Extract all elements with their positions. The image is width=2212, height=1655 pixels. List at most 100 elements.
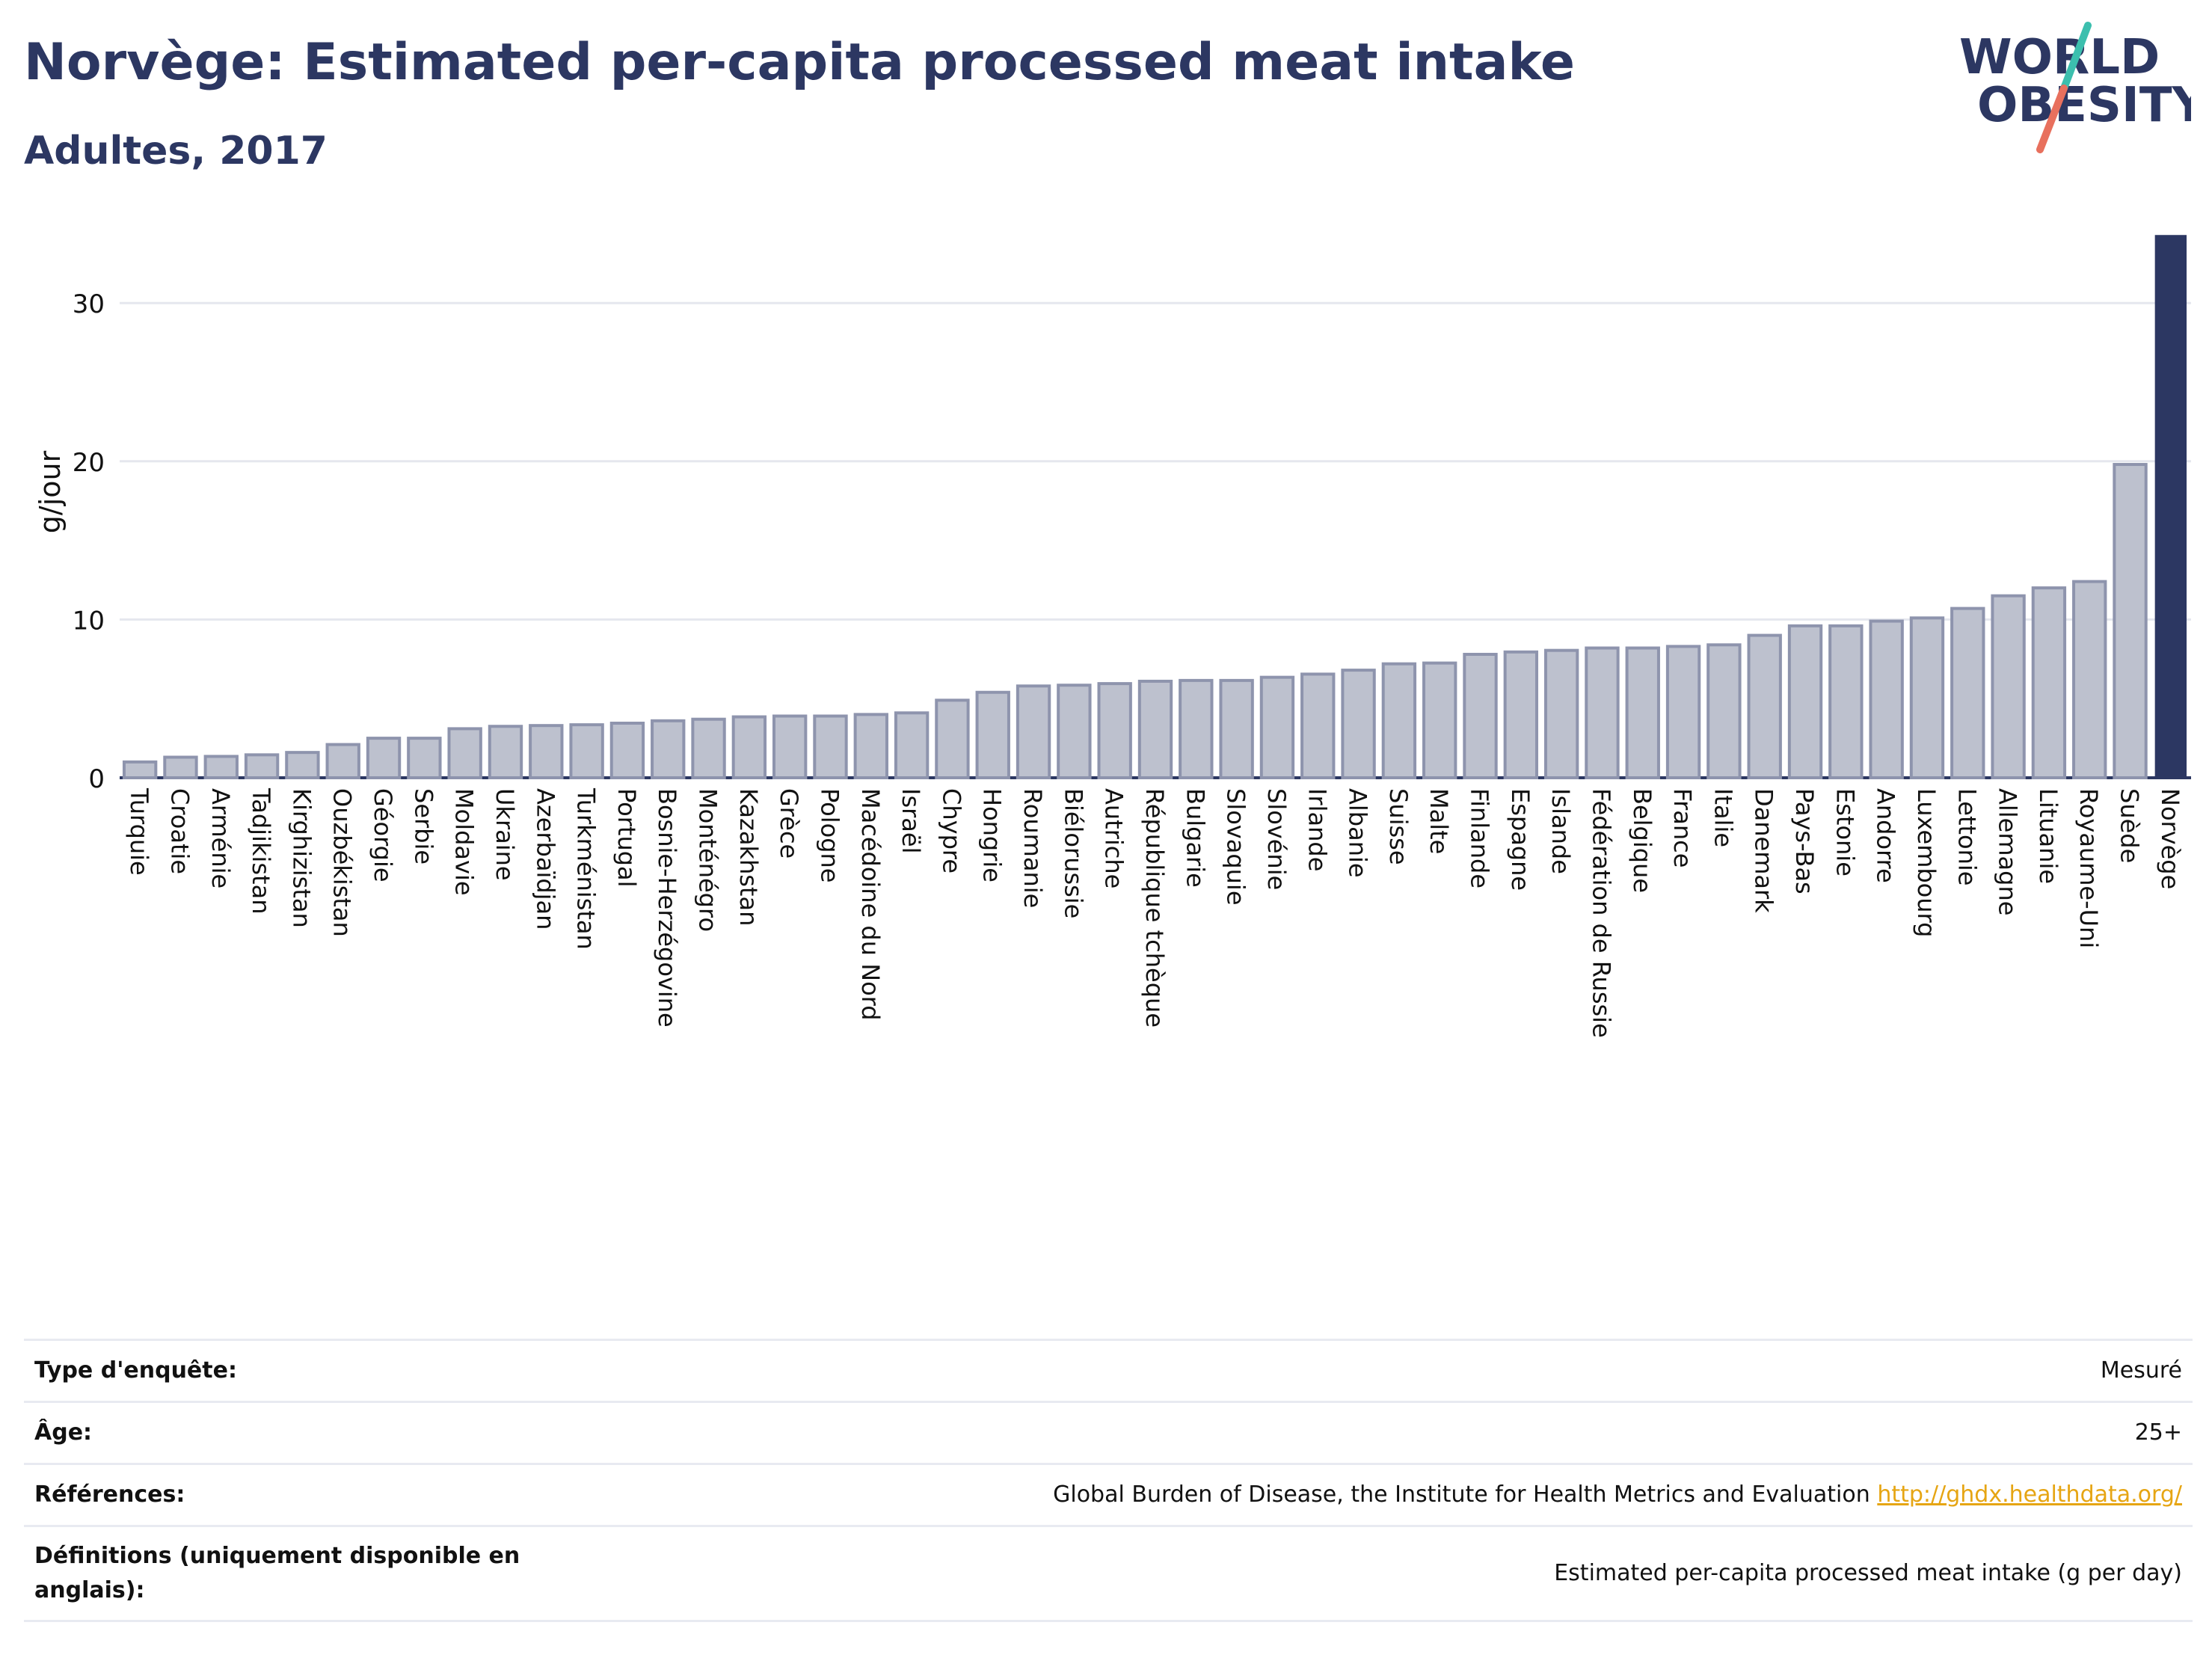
x-tick-label: Finlande	[1466, 788, 1494, 888]
bar[interactable]	[1097, 682, 1132, 779]
bar[interactable]	[853, 713, 888, 779]
y-tick-label: 30	[73, 289, 105, 319]
x-tick-label: Pays-Bas	[1790, 788, 1819, 894]
x-tick-label: Norvège	[2156, 788, 2184, 889]
x-tick-label: Irlande	[1303, 788, 1331, 871]
bar[interactable]	[1503, 650, 1539, 779]
x-tick-label: Tadjikistan	[247, 787, 275, 914]
x-tick-label: Italie	[1709, 788, 1737, 847]
bar[interactable]	[813, 714, 848, 780]
x-tick-label: Moldavie	[450, 788, 479, 896]
bar[interactable]	[366, 737, 402, 779]
meta-row-survey-type: Type d'enquête: Mesuré	[24, 1339, 2193, 1403]
bar[interactable]	[1950, 607, 1985, 779]
meta-row-references: Références: Global Burden of Disease, th…	[24, 1463, 2193, 1527]
bar[interactable]	[1179, 678, 1214, 779]
x-tick-label: Géorgie	[369, 788, 397, 882]
bar[interactable]	[731, 715, 767, 780]
bar[interactable]	[1787, 624, 1823, 779]
bar[interactable]	[2113, 463, 2148, 779]
bar[interactable]	[1625, 646, 1660, 779]
bar[interactable]	[529, 724, 564, 779]
x-tick-labels: Turquie Croatie Arménie Tadjikistan Kirghizi…	[125, 787, 2184, 1038]
x-tick-label: Turkménistan	[572, 787, 600, 950]
x-tick-label: Chypre	[937, 788, 965, 873]
bar[interactable]	[1706, 643, 1742, 779]
x-tick-label: Ukraine	[491, 788, 519, 881]
meta-row-age: Âge: 25+	[24, 1401, 2193, 1465]
bar[interactable]	[1300, 672, 1336, 780]
bar[interactable]	[569, 723, 604, 780]
bar[interactable]	[1665, 645, 1701, 780]
bar[interactable]	[1422, 661, 1457, 779]
bar[interactable]	[1991, 594, 2026, 780]
x-tick-label: Azerbaïdjan	[531, 788, 559, 930]
x-tick-label: Grèce	[775, 788, 803, 859]
bar[interactable]	[1057, 684, 1092, 780]
logo-slash-coral	[2036, 85, 2068, 153]
bar[interactable]	[2154, 235, 2187, 778]
bar[interactable]	[651, 719, 686, 780]
y-tick-label: 10	[73, 606, 105, 636]
meta-value: 25+	[553, 1401, 2193, 1465]
x-tick-label: Ouzbékistan	[328, 788, 357, 937]
logo-slash-teal	[2060, 22, 2092, 92]
logo-line-2: OBESITY	[1977, 78, 2191, 133]
bar[interactable]	[691, 717, 726, 779]
bar[interactable]	[203, 755, 239, 779]
bar[interactable]	[1463, 652, 1498, 780]
bar[interactable]	[1909, 616, 1945, 779]
y-axis-label: g/jour	[34, 450, 67, 533]
bar[interactable]	[1341, 669, 1376, 780]
bar[interactable]	[407, 737, 442, 779]
reference-link[interactable]: http://ghdx.healthdata.org/	[1877, 1481, 2182, 1508]
logo-line-1: WORLD	[1959, 30, 2160, 85]
x-tick-label: Slovénie	[1262, 788, 1291, 890]
bar[interactable]	[244, 753, 280, 780]
x-tick-label: Kazakhstan	[734, 788, 763, 926]
bar[interactable]	[1747, 633, 1782, 780]
chart-subtitle: Adultes, 2017	[24, 129, 328, 174]
y-tick-labels: 0 10 20 30	[73, 289, 105, 794]
bar[interactable]	[1585, 646, 1620, 779]
bar[interactable]	[488, 725, 523, 779]
x-tick-label: Hongrie	[978, 788, 1007, 882]
x-tick-label: Royaume-Uni	[2074, 788, 2103, 948]
bar[interactable]	[935, 698, 970, 780]
bar[interactable]	[2072, 580, 2107, 779]
x-tick-label: Macédoine du Nord	[856, 788, 885, 1021]
bar[interactable]	[894, 711, 930, 780]
bar[interactable]	[163, 755, 198, 779]
x-tick-label: Pologne	[815, 788, 844, 882]
bar[interactable]	[1016, 684, 1051, 780]
bar[interactable]	[609, 722, 645, 779]
bar[interactable]	[2031, 586, 2067, 780]
bar[interactable]	[1543, 648, 1579, 780]
x-tick-label: France	[1668, 788, 1697, 868]
x-tick-label: Slovaquie	[1222, 788, 1250, 906]
x-tick-label: Lettonie	[1953, 788, 1981, 885]
x-tick-label: Roumanie	[1019, 788, 1047, 908]
bar[interactable]	[1259, 675, 1295, 780]
x-tick-label: Belgique	[1628, 788, 1656, 893]
x-tick-label: Israël	[897, 788, 925, 853]
bar[interactable]	[772, 714, 808, 780]
bar[interactable]	[1381, 662, 1417, 779]
x-tick-label: Turquie	[125, 787, 153, 876]
x-tick-label: Estonie	[1831, 788, 1859, 876]
x-tick-label: Suisse	[1384, 788, 1413, 865]
x-tick-label: Arménie	[206, 788, 235, 888]
bar[interactable]	[1828, 624, 1864, 779]
bar[interactable]	[122, 760, 158, 779]
bar[interactable]	[975, 690, 1010, 780]
bar[interactable]	[447, 727, 482, 780]
meta-value: Estimated per-capita processed meat inta…	[553, 1525, 2193, 1622]
bar[interactable]	[325, 743, 360, 780]
meta-value: Global Burden of Disease, the Institute …	[553, 1463, 2193, 1527]
world-obesity-logo: WORLD OBESITY	[1959, 22, 2191, 153]
y-tick-label: 0	[88, 764, 105, 794]
bar[interactable]	[1869, 619, 1904, 779]
bar[interactable]	[1219, 678, 1254, 779]
bar[interactable]	[285, 751, 320, 779]
bar[interactable]	[1137, 679, 1173, 780]
